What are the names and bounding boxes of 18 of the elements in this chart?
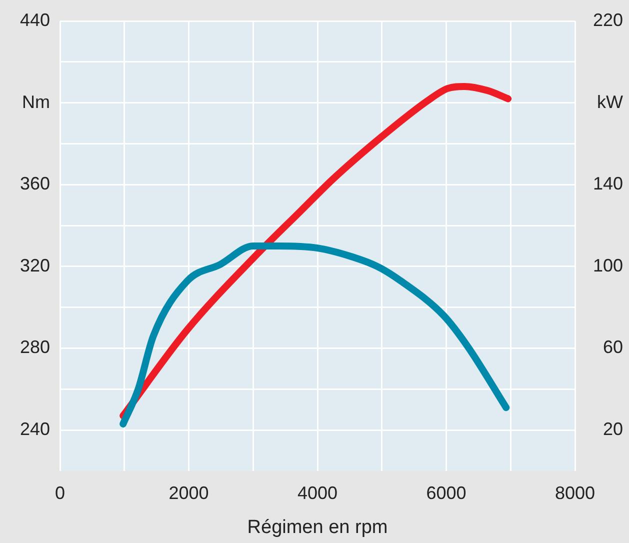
y2-tick-label: 20 bbox=[602, 419, 623, 440]
y-tick-label: 280 bbox=[20, 337, 50, 358]
x-tick-label: 0 bbox=[54, 482, 66, 503]
x-tick-label: 6000 bbox=[426, 482, 466, 503]
y-tick-label: 320 bbox=[20, 255, 50, 276]
y2-tick-label: 100 bbox=[592, 255, 623, 276]
x-tick-label: 2000 bbox=[168, 482, 209, 503]
y-tick-label: 440 bbox=[20, 10, 50, 30]
x-tick-label: 4000 bbox=[297, 482, 338, 503]
y-tick-label: 360 bbox=[20, 174, 50, 194]
y-tick-label: 240 bbox=[20, 419, 50, 440]
y2-tick-label: 220 bbox=[592, 10, 623, 30]
x-axis-title: Régimen en rpm bbox=[247, 516, 388, 538]
x-tick-label: 8000 bbox=[554, 482, 596, 503]
y2-tick-label: kW bbox=[597, 92, 623, 112]
y-tick-label: Nm bbox=[22, 92, 50, 112]
y2-tick-label: 60 bbox=[602, 337, 623, 358]
y2-tick-label: 140 bbox=[592, 174, 623, 194]
